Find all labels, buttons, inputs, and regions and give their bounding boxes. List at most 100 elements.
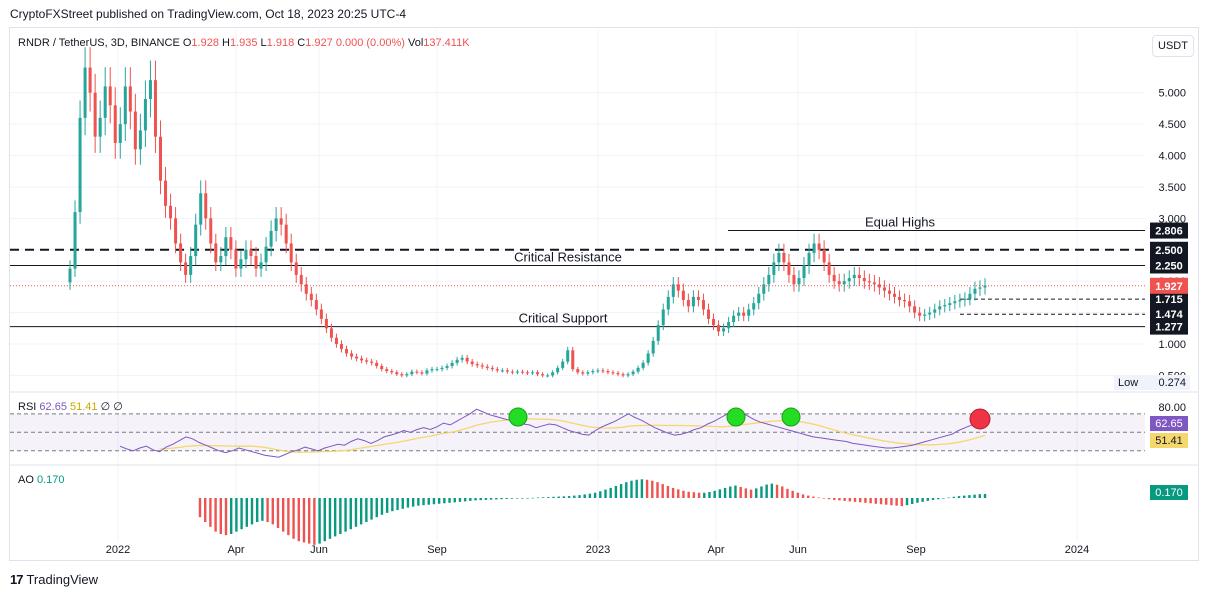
candle-body [923,314,927,316]
candle-body [913,306,917,313]
candle-body [626,374,630,376]
ao-bar [843,498,846,501]
candle-body [882,287,886,291]
low-label-bg [1114,375,1190,390]
rsi-ma-value-bg [1150,433,1188,448]
candle-body [717,325,721,332]
ao-legend: AO 0.170 [18,474,64,486]
candle-body [661,309,665,326]
ao-bar [588,493,592,498]
candle-body [621,374,625,376]
ao-bar [755,488,758,498]
footer-brand[interactable]: TradingView [26,572,99,587]
candle-body [430,369,434,371]
ao-bar [640,479,644,498]
candle-body [490,367,494,370]
candle-body [938,306,942,310]
ao-bar [635,479,638,498]
candle-body [385,369,389,372]
candle-body [440,367,444,370]
ao-bar [916,498,919,503]
ao-bar [307,498,311,544]
candle-body [807,252,811,266]
ao-bar [983,493,987,498]
current-price-label: 1.927 [1155,281,1183,293]
ao-bar [339,498,342,534]
ao-bar [775,484,779,498]
candle-body [108,86,112,106]
candle-body [219,256,223,263]
ao-bar [734,485,737,498]
ao-bar [443,498,446,504]
candle-body [601,370,605,372]
ao-bar [515,498,519,499]
candle-body [656,325,660,341]
ao-bar [723,487,727,498]
candle-body [304,284,308,294]
level-annotation: Critical Support [519,311,608,326]
candle-body [581,372,585,374]
ao-bar [807,495,810,498]
ao-bar [931,498,935,500]
candle-body [334,337,338,345]
publisher-line: CryptoFXStreet published on TradingView.… [10,7,406,21]
candle-body [872,282,876,285]
candle-body [309,293,313,301]
candle-body [576,369,580,373]
ao-bar [666,486,670,498]
candle-body [410,371,414,375]
candle-body [651,340,655,354]
level-label-bg [1150,222,1188,239]
candle-body [153,80,157,137]
ao-bar [557,496,560,498]
ao-bar [203,498,207,522]
candle-body [425,370,429,374]
ao-bar [848,498,852,502]
ao-bar [521,498,524,499]
candle-body [681,290,685,301]
currency-button[interactable]: USDT [1152,35,1194,57]
candle-body [691,296,695,307]
ao-bar [235,498,238,532]
ao-bar [708,492,711,498]
candle-body [450,362,454,367]
candle-body [722,328,726,332]
ao-bar [536,497,540,499]
ao-bar [583,494,586,498]
candle-body [214,243,218,263]
candle-body [596,370,600,372]
candle-body [757,293,761,304]
ao-bar [500,498,503,500]
ao-bar [385,498,389,513]
ao-bar [365,498,368,522]
candle-body [928,312,932,315]
candle-body [495,369,499,371]
level-annotation: Equal Highs [865,215,936,230]
ao-bar [874,498,878,504]
candle-body [375,362,379,367]
candle-body [520,371,524,373]
candle-body [73,212,77,269]
candle-body [350,353,354,357]
ao-bar [271,498,274,525]
ao-bar [900,498,904,507]
candle-body [239,259,243,269]
candle-body [837,281,841,285]
ao-bar [879,498,883,505]
candle-body [465,357,469,362]
candle-body [636,367,640,372]
rsi-ma-line [159,418,986,453]
ao-bar [344,498,347,532]
ao-bar [209,498,212,527]
candle-body [536,372,540,375]
ao-bar [562,496,566,498]
ao-bar [859,498,862,503]
green-marker-icon [508,407,528,427]
red-marker-icon [969,408,991,430]
ao-bar [245,498,248,527]
candle-body [908,301,912,307]
candle-body [727,322,731,329]
ao-bar [463,498,467,502]
level-label-bg [1150,291,1188,308]
